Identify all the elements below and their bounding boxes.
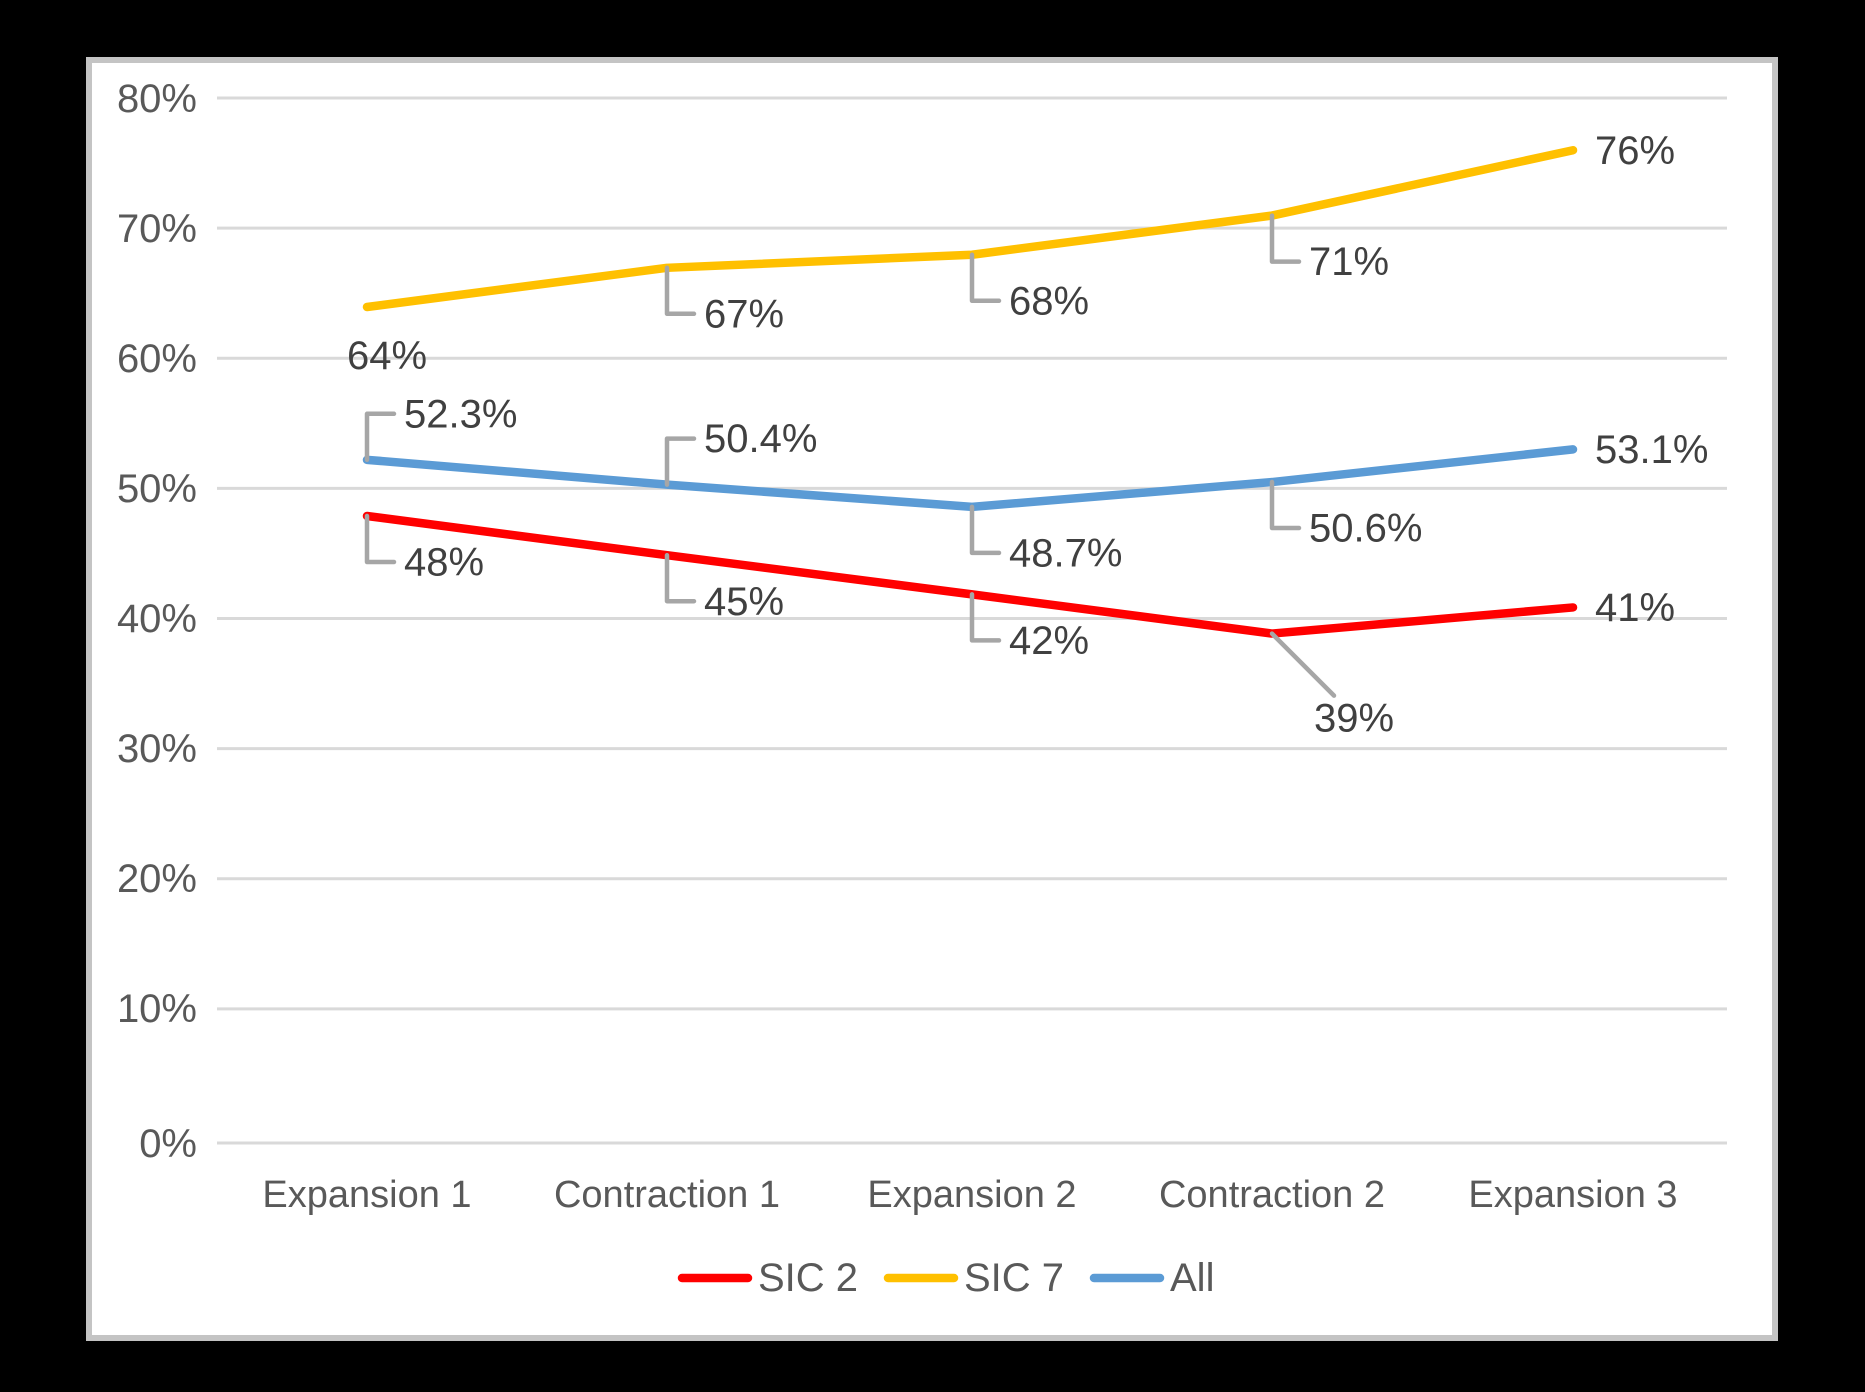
svg-text:SIC 2: SIC 2	[758, 1256, 858, 1300]
svg-text:48%: 48%	[404, 541, 484, 585]
svg-text:All: All	[1170, 1256, 1214, 1300]
svg-text:48.7%: 48.7%	[1009, 532, 1122, 576]
svg-text:41%: 41%	[1595, 586, 1675, 630]
svg-text:68%: 68%	[1009, 279, 1089, 323]
svg-text:10%: 10%	[117, 987, 197, 1031]
svg-text:52.3%: 52.3%	[404, 392, 517, 436]
svg-text:40%: 40%	[117, 597, 197, 641]
svg-text:20%: 20%	[117, 857, 197, 901]
svg-text:Contraction 2: Contraction 2	[1159, 1174, 1385, 1216]
svg-text:30%: 30%	[117, 727, 197, 771]
svg-text:80%: 80%	[117, 77, 197, 121]
svg-text:76%: 76%	[1595, 129, 1675, 173]
svg-text:Expansion 2: Expansion 2	[867, 1174, 1076, 1216]
svg-text:53.1%: 53.1%	[1595, 428, 1708, 472]
svg-text:67%: 67%	[704, 292, 784, 336]
svg-text:SIC 7: SIC 7	[964, 1256, 1064, 1300]
svg-text:50.4%: 50.4%	[704, 417, 817, 461]
svg-text:Contraction 1: Contraction 1	[554, 1174, 780, 1216]
svg-text:0%: 0%	[139, 1122, 197, 1166]
svg-text:Expansion 1: Expansion 1	[262, 1174, 471, 1216]
svg-text:39%: 39%	[1314, 697, 1394, 741]
svg-text:50.6%: 50.6%	[1309, 507, 1422, 551]
svg-text:71%: 71%	[1309, 240, 1389, 284]
svg-text:60%: 60%	[117, 337, 197, 381]
svg-text:50%: 50%	[117, 467, 197, 511]
svg-text:42%: 42%	[1009, 619, 1089, 663]
svg-text:64%: 64%	[347, 334, 427, 378]
svg-text:Expansion 3: Expansion 3	[1468, 1174, 1677, 1216]
svg-text:70%: 70%	[117, 207, 197, 251]
svg-text:45%: 45%	[704, 580, 784, 624]
